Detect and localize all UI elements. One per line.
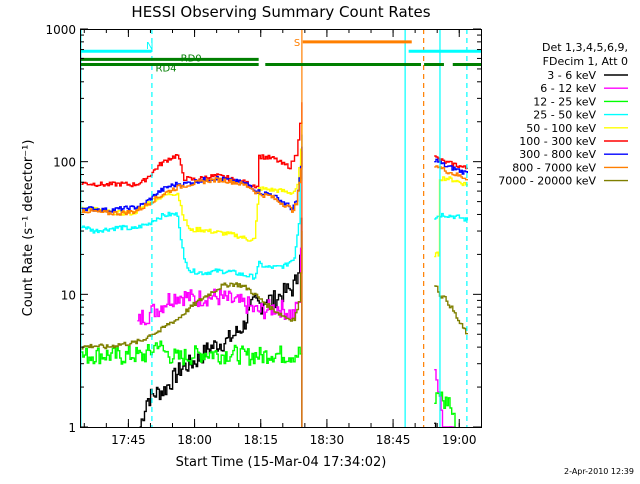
flag-label: N [146, 41, 153, 52]
y-tick-label: 1000 [45, 23, 76, 37]
flag-label: S [294, 38, 300, 49]
legend-header: FDecim 1, Att 0 [543, 55, 628, 68]
series-8 [81, 151, 468, 216]
series-7 [81, 146, 468, 213]
legend-entry-label: 100 - 300 keV [519, 135, 596, 148]
x-tick-label: 18:30 [310, 433, 345, 447]
series-line-after-gap [434, 369, 456, 427]
legend-header: Det 1,3,4,5,6,9, [542, 41, 628, 54]
flag-label: RD0 [181, 54, 202, 65]
y-tick-label: 100 [53, 156, 76, 170]
legend: Det 1,3,4,5,6,9,FDecim 1, Att 03 - 6 keV… [498, 41, 628, 188]
series-9 [81, 231, 468, 350]
series-line-after-gap [434, 165, 468, 181]
series-line [81, 231, 303, 350]
plot-area: N RD0 RD4 S [80, 29, 481, 427]
series-1 [139, 217, 437, 427]
legend-entry-label: 7000 - 20000 keV [498, 175, 596, 188]
y-axis-label: Count Rate (s⁻¹ detector⁻¹) [21, 140, 36, 317]
series-line [81, 121, 303, 242]
chart-title: HESSI Observing Summary Count Rates [131, 3, 430, 21]
x-axis: 17:45 18:00 18:15 18:30 18:45 19:00 [83, 29, 477, 447]
series-line [81, 102, 303, 189]
datestamp: 2-Apr-2010 12:39 [564, 467, 634, 476]
flag-label: RD4 [156, 63, 177, 74]
x-tick-label: 18:15 [243, 433, 278, 447]
legend-entry-label: 800 - 7000 keV [512, 161, 596, 174]
series-line-after-gap [434, 422, 437, 427]
series-line [81, 146, 303, 213]
legend-entry-label: 3 - 6 keV [547, 69, 596, 82]
plot-clipped-group: N RD0 RD4 S [80, 29, 481, 427]
series-line-after-gap [434, 285, 468, 335]
legend-entry-label: 50 - 100 keV [526, 122, 596, 135]
series-line-after-gap [434, 158, 468, 175]
series-line [139, 217, 303, 427]
series-5 [81, 121, 468, 258]
x-axis-label: Start Time (15-Mar-04 17:34:02) [176, 455, 387, 470]
x-tick-label: 19:00 [442, 433, 477, 447]
x-tick-label: 18:00 [177, 433, 212, 447]
plot-frame [80, 29, 482, 428]
legend-entry-label: 6 - 12 keV [540, 82, 596, 95]
y-tick-label: 1 [68, 421, 76, 435]
legend-entry-label: 300 - 800 keV [519, 148, 596, 161]
legend-entry-label: 25 - 50 keV [533, 109, 596, 122]
series-line-after-gap [434, 391, 456, 427]
legend-entry-label: 12 - 25 keV [533, 95, 596, 108]
series-6 [81, 102, 468, 189]
series-line [81, 134, 303, 280]
series-line [81, 151, 303, 216]
series-3 [81, 340, 456, 427]
x-tick-label: 18:45 [376, 433, 411, 447]
y-tick-label: 10 [61, 288, 76, 302]
y-axis: 1 10 100 1000 [45, 23, 481, 435]
series-line [81, 340, 303, 366]
x-tick-label: 17:45 [111, 433, 146, 447]
